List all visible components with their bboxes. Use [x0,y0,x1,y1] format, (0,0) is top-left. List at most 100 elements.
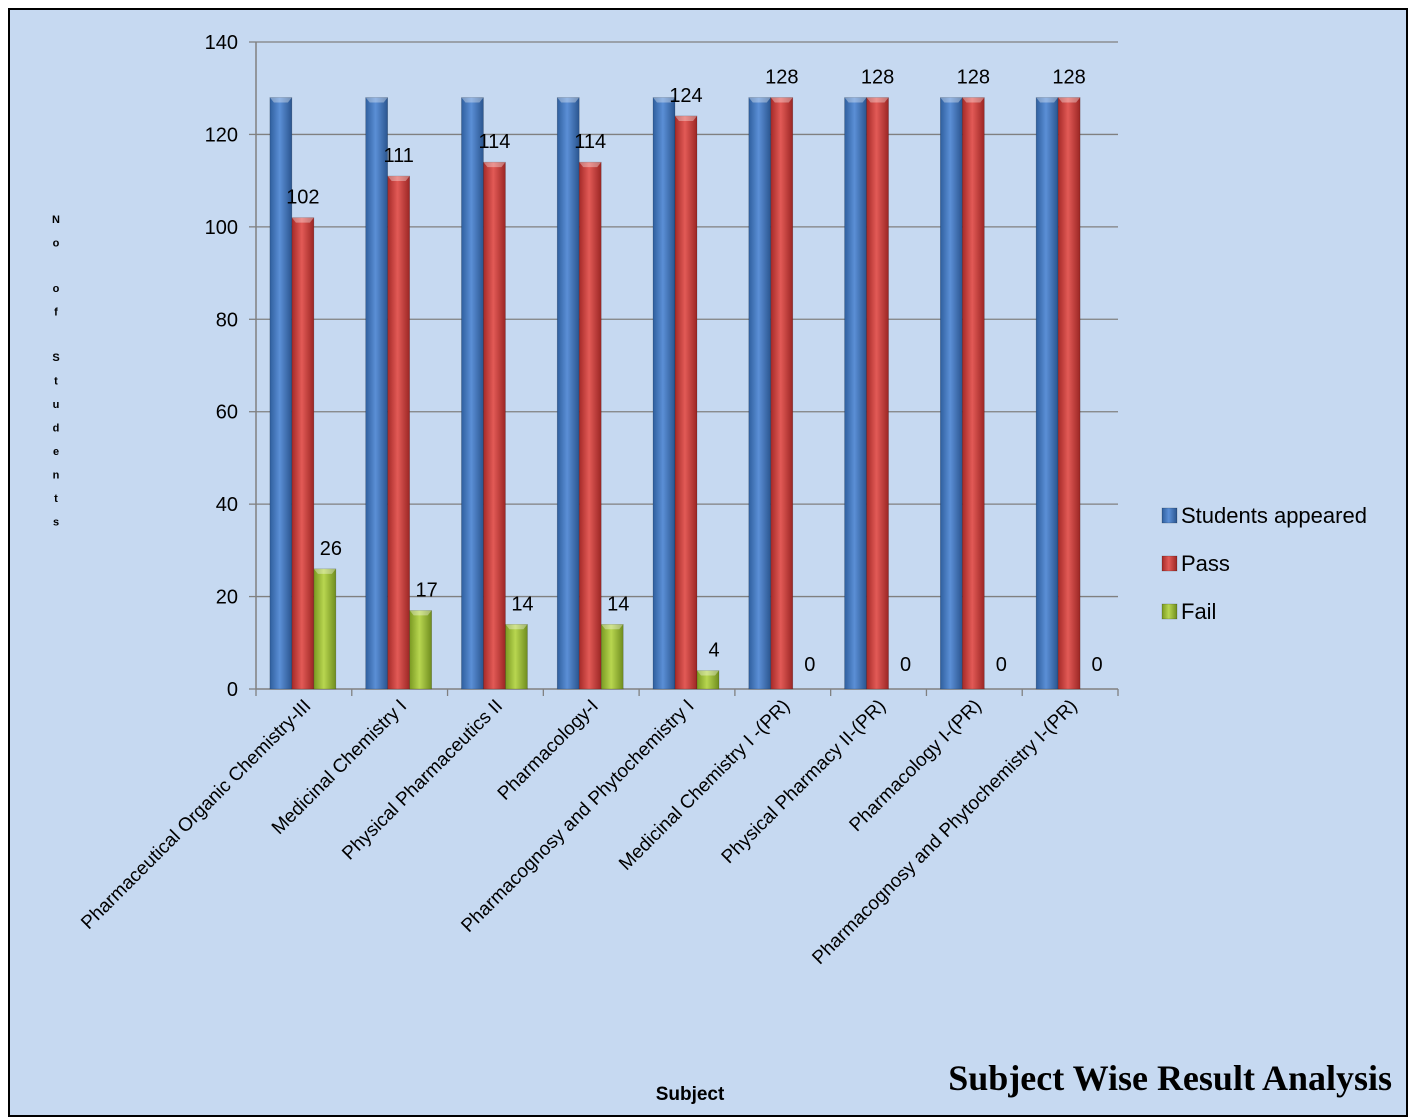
y-axis-title-char: d [53,423,60,435]
bar-fail [505,623,528,690]
bar-pass [674,115,698,690]
y-axis-title-char: n [53,470,60,482]
bar-bevel [770,97,793,103]
bar-bevel [697,670,719,676]
bar-bevel [313,568,336,574]
bar-bevel [387,176,410,182]
bar-pass [578,161,602,690]
bar-students-appeared [365,97,388,690]
bar-students-appeared [652,97,676,690]
bar-bevel [748,97,771,103]
bar-bevel [557,97,580,103]
y-axis-title-char: t [54,493,58,505]
data-labels: 102 111 114 114 124 128 128 128 128 26 17 14 14 4 0 0 0 0 [286,66,1102,676]
legend-swatch [1161,603,1178,620]
bar-pass [387,175,410,690]
y-axis-title-char: s [53,517,59,529]
bar-bevel [675,115,697,121]
bar-pass [866,97,889,690]
legend-label: Pass [1181,551,1230,576]
y-axis-title-char: u [53,399,60,411]
data-label: 0 [996,654,1007,676]
legend-label: Fail [1181,599,1216,624]
y-tick-label: 40 [216,494,238,516]
y-axis-title-char: S [52,352,59,364]
y-tick-label: 60 [216,402,238,424]
data-label: 17 [416,579,438,601]
x-tick-label: Physical Pharmaceutics II [338,696,507,865]
bar-bevel [409,610,432,616]
y-tick-label: 0 [227,679,238,701]
bar-pass [483,161,506,690]
x-tick-label: Medicinal Chemistry I -(PR) [615,696,794,875]
data-label: 102 [286,187,319,209]
data-label: 128 [1052,66,1085,88]
y-tick-label: 80 [216,309,238,331]
bar-fail [696,670,720,690]
bar-bevel [505,624,528,630]
legend-label: Students appeared [1181,503,1367,528]
bar-bevel [844,97,867,103]
data-label: 14 [607,593,629,615]
x-axis-title: Subject [656,1084,725,1105]
bar-pass [770,97,794,690]
bar-bevel [365,97,388,103]
legend: Students appeared Pass Fail [1161,503,1367,624]
data-label: 128 [957,66,990,88]
y-axis-title-char: N [52,214,60,226]
x-tick-label: Physical Pharmacy II-(PR) [718,696,890,868]
data-label: 124 [669,85,702,107]
data-label: 111 [383,145,413,167]
data-label: 114 [478,131,510,153]
y-axis-title-char: e [53,446,59,458]
bar-students-appeared [1035,97,1059,690]
y-axis-title-char: o [53,238,60,250]
bar-students-appeared [556,97,580,690]
bar-bevel [962,97,985,103]
chart-title: Subject Wise Result Analysis [948,1058,1392,1098]
y-tick-label: 20 [216,587,238,609]
data-label: 4 [708,640,719,662]
y-axis-title-char: t [54,376,58,388]
bar-bevel [579,162,602,168]
data-label: 128 [765,66,798,88]
bar-pass [1057,97,1081,690]
bars [269,97,1081,690]
y-tick-label: 100 [205,217,238,239]
y-axis-title-char: o [53,283,60,295]
data-label: 0 [1092,654,1103,676]
chart-frame: 0 20 40 60 80 100 120 140 102 111 114 114 124 128 128… [8,8,1408,1117]
category-labels: Pharmaceutical Organic Chemistry-IIIMedi… [77,696,1081,969]
bar-bevel [653,97,675,103]
bar-fail [600,623,624,690]
bar-students-appeared [940,97,963,690]
bar-bevel [461,97,484,103]
data-label: 128 [861,66,894,88]
data-label: 114 [574,131,606,153]
data-label: 26 [320,538,342,560]
bar-fail [313,568,337,690]
bar-bevel [940,97,963,103]
bar-bevel [1036,97,1059,103]
bar-bevel [866,97,889,103]
bar-fail [409,610,432,690]
x-tick-label: Pharmacology-I [494,696,603,805]
y-axis-title-char: f [54,307,58,319]
bar-pass [962,97,985,690]
data-label: 0 [900,654,911,676]
data-label: 0 [804,654,815,676]
bar-bevel [291,217,314,223]
bar-bevel [1058,97,1081,103]
bar-bevel [601,624,624,630]
bar-bevel [483,162,506,168]
y-tick-label: 140 [205,32,238,54]
data-label: 14 [511,593,533,615]
bar-bevel [269,97,292,103]
bar-students-appeared [748,97,772,690]
bar-pass [291,217,315,690]
legend-swatch [1161,507,1178,524]
legend-swatch [1161,555,1178,572]
y-tick-label: 120 [205,124,238,146]
